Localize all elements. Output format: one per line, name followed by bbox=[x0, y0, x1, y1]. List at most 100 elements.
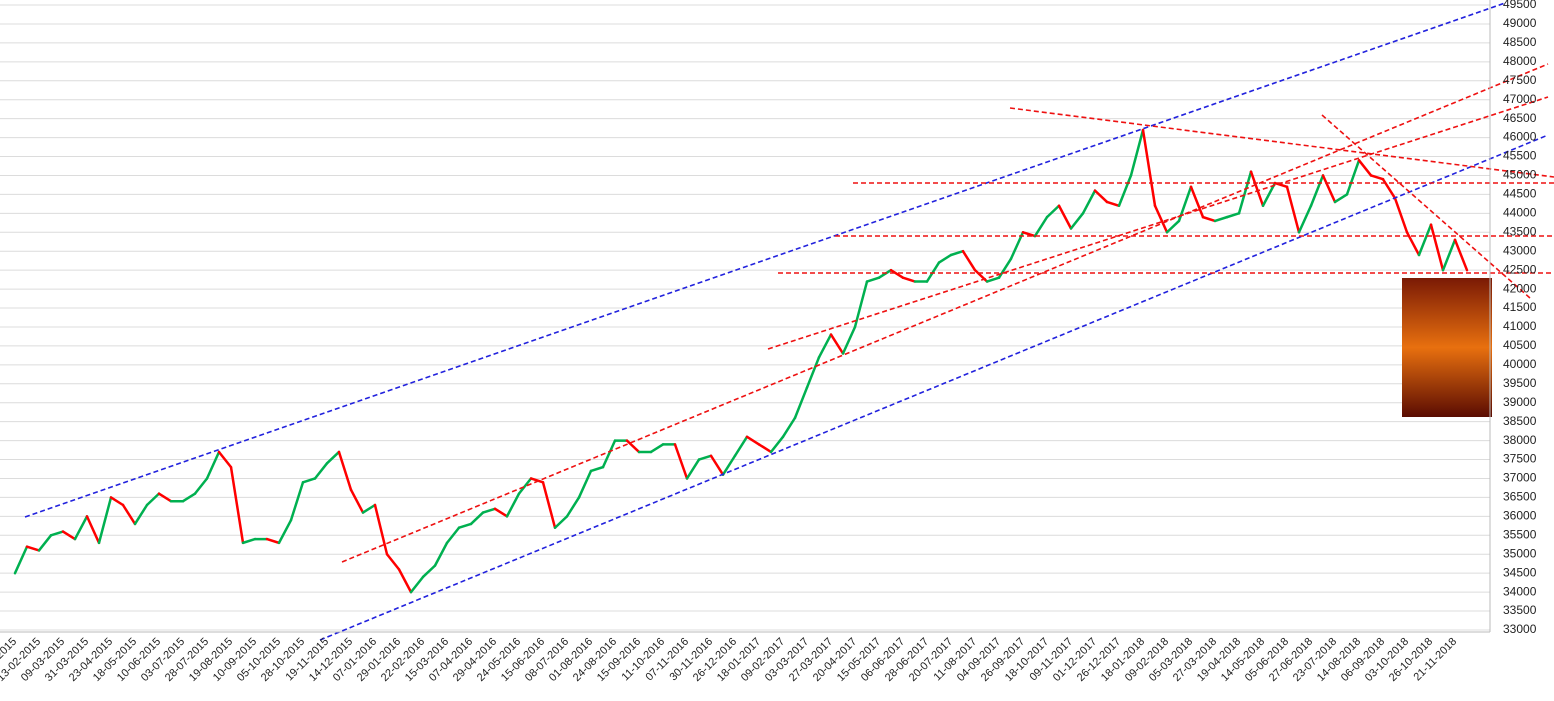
y-tick-label: 44000 bbox=[1503, 206, 1537, 220]
price-segment bbox=[373, 503, 389, 556]
price-segment bbox=[589, 465, 605, 473]
price-segment bbox=[1309, 174, 1325, 208]
y-tick-label: 46500 bbox=[1503, 111, 1537, 125]
price-segment bbox=[1237, 170, 1253, 215]
price-segment bbox=[841, 325, 857, 355]
y-tick-label: 46000 bbox=[1503, 130, 1537, 144]
price-segment bbox=[1405, 231, 1421, 257]
y-tick-label: 42000 bbox=[1503, 281, 1537, 295]
price-segment bbox=[469, 511, 485, 526]
price-segment bbox=[649, 443, 665, 454]
price-segment bbox=[973, 268, 989, 283]
trend-line bbox=[341, 63, 1549, 563]
price-segment bbox=[445, 526, 461, 545]
price-segment bbox=[1057, 204, 1073, 230]
price-segment bbox=[1381, 177, 1397, 200]
price-segment bbox=[673, 443, 689, 480]
price-segment bbox=[865, 276, 881, 283]
price-segment bbox=[1153, 204, 1169, 234]
y-tick-label: 40000 bbox=[1503, 357, 1537, 371]
price-segment bbox=[937, 253, 953, 264]
price-segment bbox=[1441, 238, 1457, 272]
price-segment bbox=[1021, 231, 1037, 238]
price-segment bbox=[361, 503, 377, 514]
price-segment bbox=[217, 450, 233, 469]
price-segment bbox=[457, 522, 473, 529]
price-segment bbox=[1369, 174, 1385, 181]
price-segment bbox=[757, 443, 773, 454]
series bbox=[13, 128, 1469, 594]
price-segment bbox=[529, 477, 545, 484]
y-tick-label: 38000 bbox=[1503, 433, 1537, 447]
price-segment bbox=[133, 503, 149, 526]
price-segment bbox=[1081, 189, 1097, 215]
y-tick-label: 33500 bbox=[1503, 603, 1537, 617]
price-segment bbox=[1333, 193, 1349, 204]
price-segment bbox=[1189, 185, 1205, 219]
price-segment bbox=[1213, 215, 1229, 223]
price-segment bbox=[1417, 223, 1433, 257]
price-segment bbox=[781, 416, 797, 439]
y-tick-label: 49500 bbox=[1503, 0, 1537, 11]
price-segment bbox=[901, 276, 917, 283]
y-tick-label: 39500 bbox=[1503, 376, 1537, 390]
price-segment bbox=[745, 435, 761, 446]
price-segment bbox=[265, 537, 281, 545]
price-segment bbox=[433, 541, 449, 567]
price-segment bbox=[829, 333, 845, 355]
price-segment bbox=[505, 492, 521, 518]
y-tick-label: 44500 bbox=[1503, 187, 1537, 201]
price-segment bbox=[1285, 185, 1301, 234]
price-segment bbox=[205, 450, 221, 480]
price-segment bbox=[121, 503, 137, 526]
price-segment bbox=[985, 276, 1001, 283]
price-segment bbox=[109, 496, 125, 507]
price-segment bbox=[817, 333, 833, 359]
price-segment bbox=[301, 477, 317, 484]
price-segment bbox=[73, 515, 89, 541]
price-segment bbox=[1357, 159, 1373, 177]
grid bbox=[0, 4, 1490, 631]
price-segment bbox=[685, 458, 701, 480]
price-segment bbox=[277, 518, 293, 545]
price-segment bbox=[1249, 170, 1265, 208]
trend-line bbox=[24, 2, 1506, 518]
price-segment bbox=[409, 575, 425, 594]
price-segment bbox=[349, 488, 365, 514]
y-tick-label: 49000 bbox=[1503, 16, 1537, 30]
price-segment bbox=[97, 496, 113, 545]
y-tick-label: 48500 bbox=[1503, 35, 1537, 49]
price-segment bbox=[37, 534, 53, 552]
y-tick-label: 33000 bbox=[1503, 622, 1537, 636]
price-segment bbox=[541, 481, 557, 529]
trend-lines bbox=[24, 2, 1554, 641]
price-segment bbox=[85, 515, 101, 545]
price-segment bbox=[1117, 174, 1133, 208]
y-tick-label: 47500 bbox=[1503, 73, 1537, 87]
y-tick-label: 42500 bbox=[1503, 262, 1537, 276]
price-segment bbox=[769, 435, 785, 454]
price-segment bbox=[1069, 212, 1085, 230]
price-segment bbox=[1345, 159, 1361, 196]
price-segment bbox=[1297, 204, 1313, 234]
price-segment bbox=[877, 268, 893, 279]
price-segment bbox=[337, 450, 353, 492]
y-tick-label: 43000 bbox=[1503, 243, 1537, 257]
y-tick-label: 43500 bbox=[1503, 224, 1537, 238]
price-segment bbox=[1453, 238, 1469, 272]
price-segment bbox=[1129, 128, 1145, 177]
price-segment bbox=[289, 481, 305, 522]
price-segment bbox=[793, 386, 809, 420]
y-tick-label: 41500 bbox=[1503, 300, 1537, 314]
price-segment bbox=[157, 492, 173, 503]
price-segment bbox=[1429, 223, 1445, 272]
price-segment bbox=[601, 439, 617, 469]
y-tick-label: 47000 bbox=[1503, 92, 1537, 106]
price-segment bbox=[493, 507, 509, 518]
price-segment bbox=[1105, 200, 1121, 208]
price-segment bbox=[385, 552, 401, 571]
y-tick-label: 36000 bbox=[1503, 509, 1537, 523]
y-tick-label: 36500 bbox=[1503, 490, 1537, 504]
